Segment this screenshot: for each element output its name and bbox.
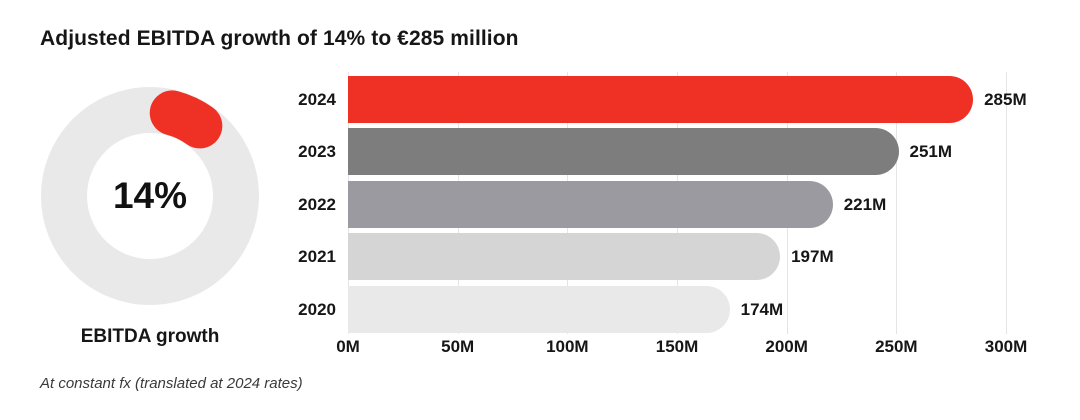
bar (348, 285, 730, 333)
x-axis-tick-label: 200M (765, 337, 808, 356)
x-axis-tick-label: 100M (546, 337, 589, 356)
donut-gauge-svg (41, 87, 259, 305)
chart-title: Adjusted EBITDA growth of 14% to €285 mi… (40, 27, 519, 50)
category-label: 2020 (298, 299, 336, 319)
bar-chart: 2024 285M 2023 251M 2022 221M 2021 197M 2020 174M… (280, 72, 1080, 372)
x-axis-tick-label: 300M (984, 337, 1028, 356)
donut-center-value: 14% (112, 175, 188, 216)
bar-row: 2022 221M (280, 180, 1080, 228)
bar-row: 2021 197M (280, 233, 1080, 280)
gridline (896, 72, 898, 334)
bar (348, 75, 974, 123)
x-axis-tick-label: 250M (875, 337, 918, 356)
value-label: 221M (843, 194, 887, 214)
value-label: 251M (909, 142, 953, 161)
x-axis-tick-label: 0M (336, 337, 360, 356)
category-label: 2023 (298, 142, 336, 161)
bar-row: 2020 174M (280, 285, 1080, 333)
bar (348, 128, 899, 175)
gridline (1006, 72, 1007, 334)
x-axis-tick-label: 50M (441, 337, 475, 356)
donut-chart: 14% (40, 86, 260, 306)
bar (348, 233, 781, 280)
value-label: 197M (791, 247, 834, 266)
donut-value-arc (149, 90, 223, 149)
x-axis-tick-label: 150M (655, 337, 699, 356)
value-label: 174M (740, 299, 784, 319)
bar-row: 2023 251M (280, 128, 1080, 175)
category-label: 2021 (298, 247, 336, 266)
bar-row: 2024 285M (280, 75, 1080, 123)
category-label: 2022 (298, 194, 336, 214)
bar (348, 180, 833, 228)
footnote: At constant fx (translated at 2024 rates… (40, 375, 303, 392)
value-label: 285M (984, 89, 1027, 109)
donut-caption: EBITDA growth (80, 326, 220, 347)
category-label: 2024 (298, 89, 336, 109)
